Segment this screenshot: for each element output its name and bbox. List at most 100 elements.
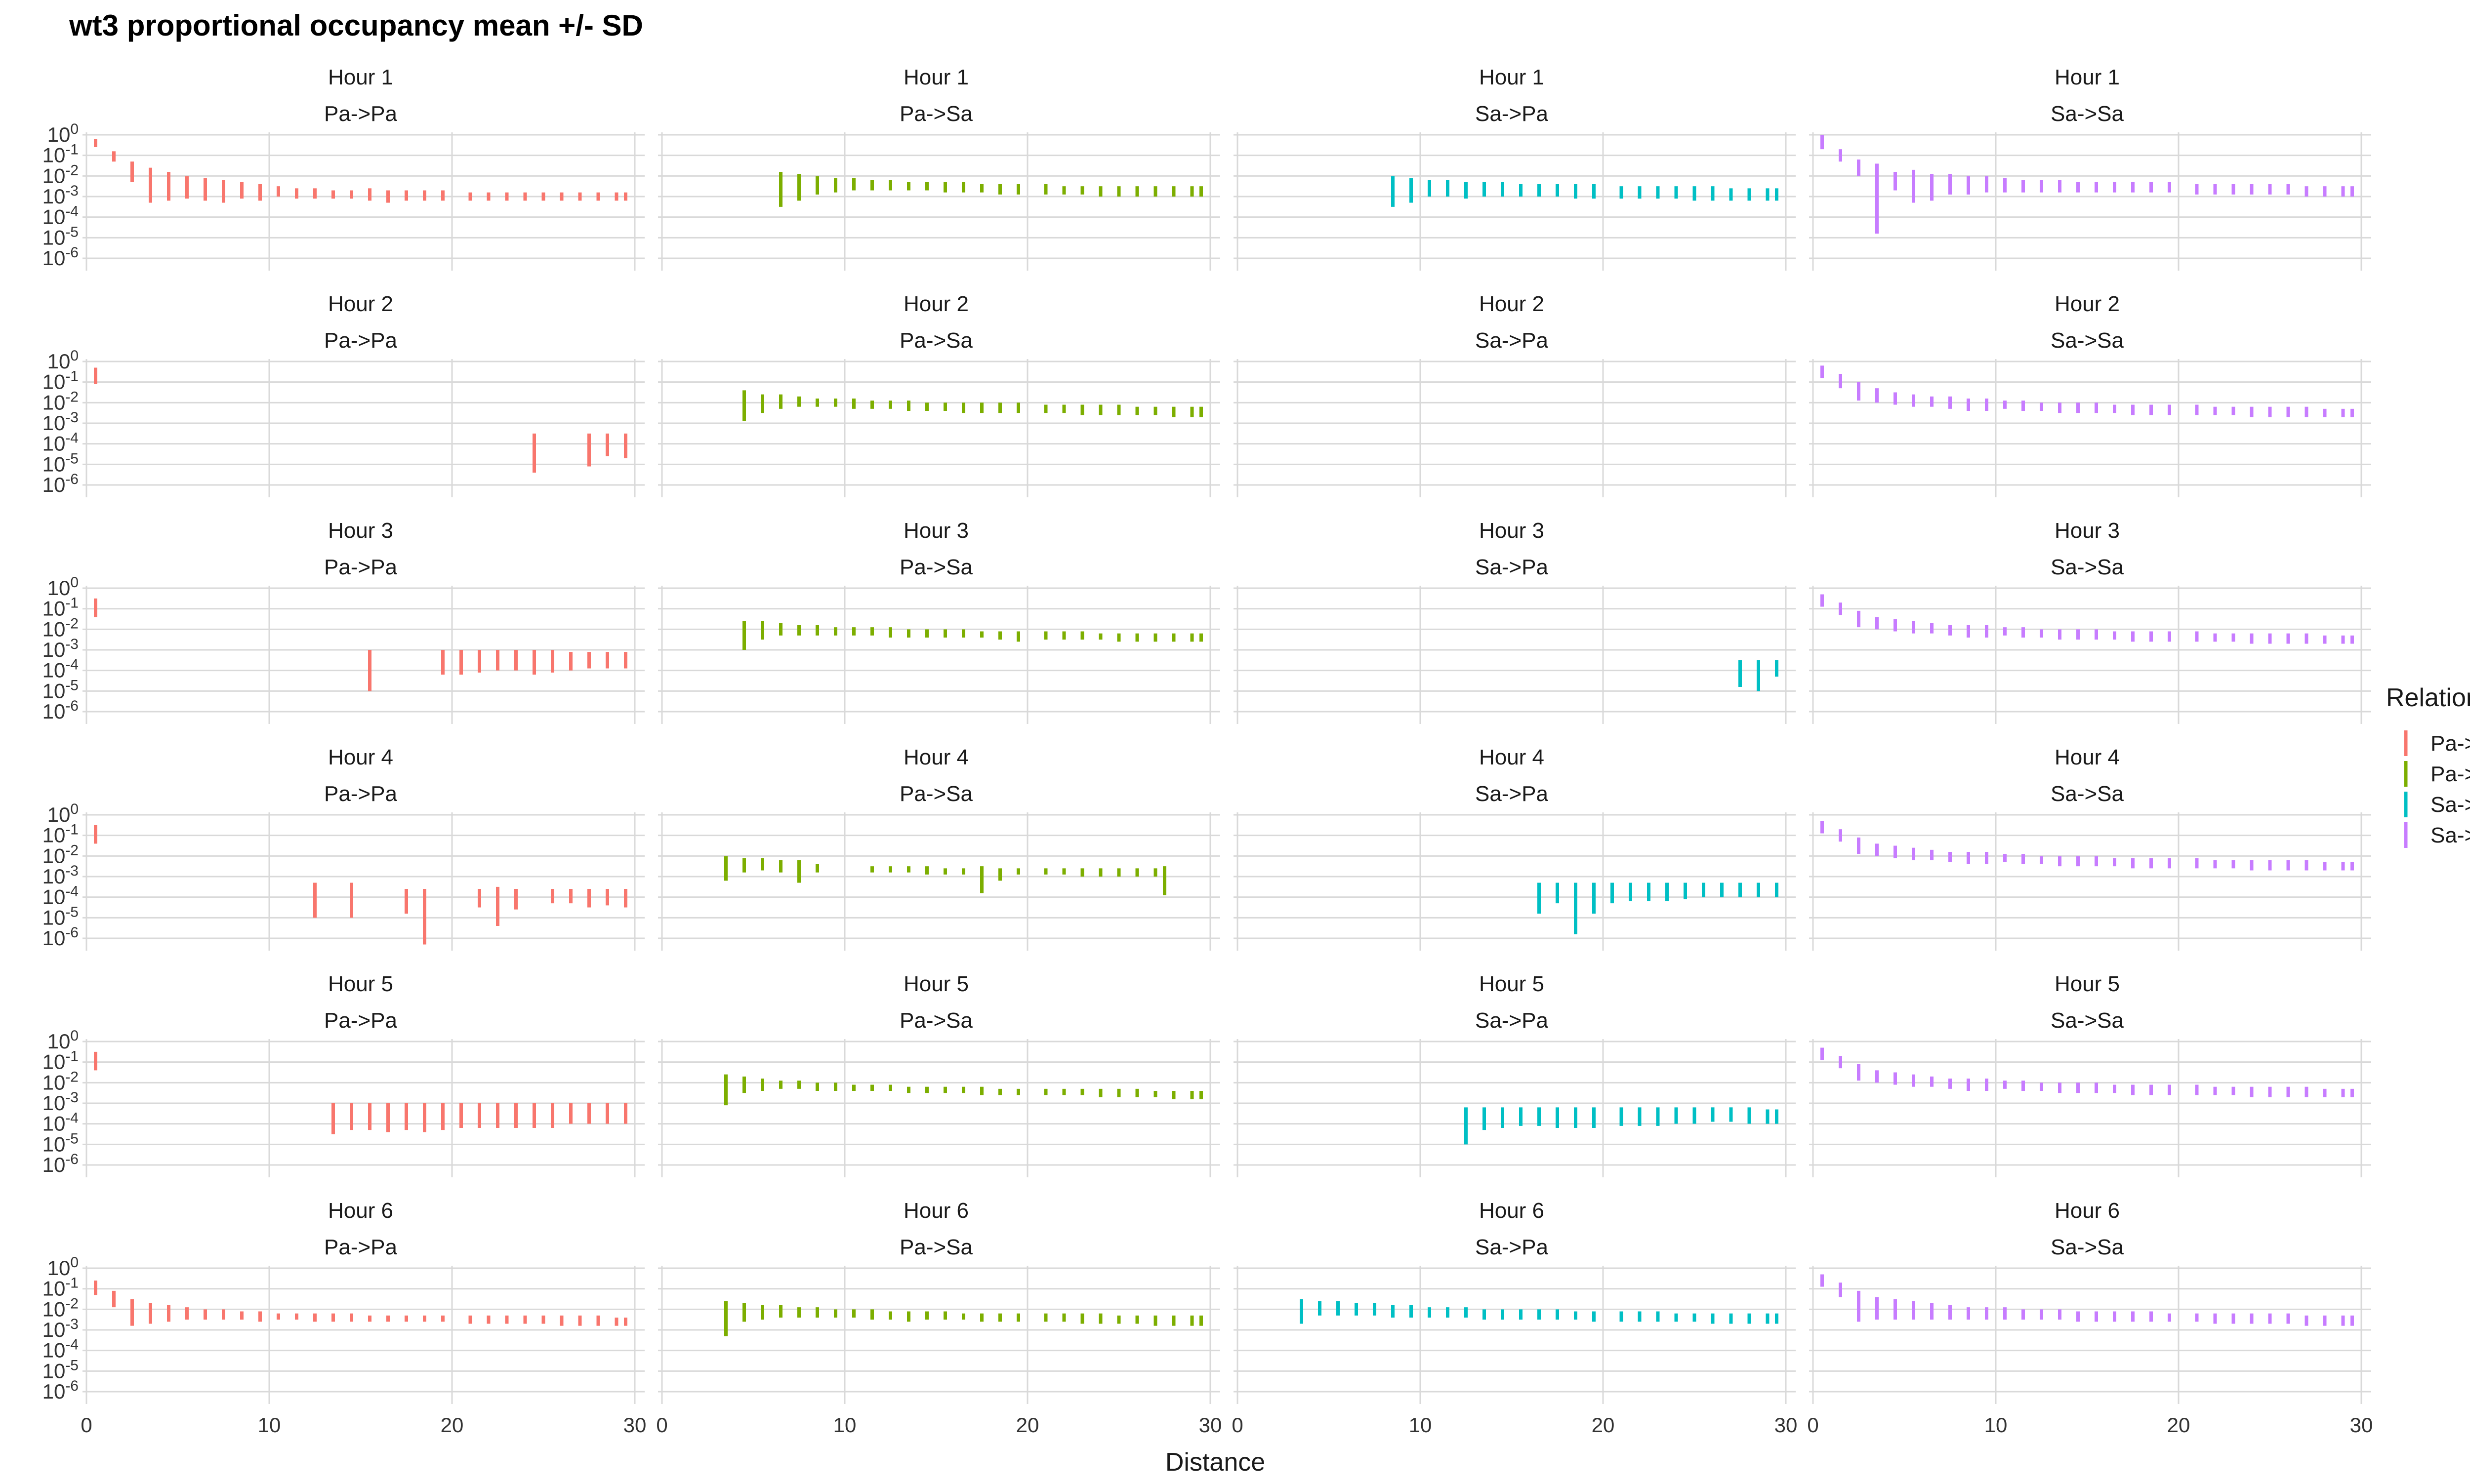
strip-label-relation: Pa->Pa <box>324 102 398 126</box>
y-tick-label: 10-2 <box>42 389 79 414</box>
strip-label-hour: Hour 5 <box>1479 972 1544 996</box>
y-tick-label: 10-2 <box>42 1069 79 1094</box>
panel-hour-3-pa-to-sa: Hour 3 Pa->Sa <box>658 519 1220 724</box>
y-tick-label: 10-1 <box>42 822 79 847</box>
x-tick-label: 0 <box>1807 1413 1818 1437</box>
y-tick-label: 10-5 <box>42 904 79 929</box>
x-tick-label: 10 <box>1409 1413 1432 1437</box>
legend-entry: Pa->Sa <box>2404 761 2470 787</box>
y-tick-label: 100 <box>47 574 79 600</box>
y-tick-label: 10-6 <box>42 1378 79 1403</box>
strip-label-relation: Pa->Sa <box>900 782 973 806</box>
strip-label-hour: Hour 3 <box>904 519 969 543</box>
y-tick-label: 100 <box>47 348 79 373</box>
strip-label-relation: Pa->Sa <box>900 102 973 126</box>
legend-entry: Pa->Pa <box>2404 730 2470 756</box>
legend-label: Pa->Sa <box>2430 762 2470 786</box>
panel-hour-1-sa-to-sa: Hour 1 Sa->Sa <box>1809 65 2371 271</box>
panel-hour-2-sa-to-sa: Hour 2 Sa->Sa <box>1809 292 2371 497</box>
x-tick-label: 30 <box>2350 1413 2373 1437</box>
strip-label-hour: Hour 4 <box>904 745 969 769</box>
strip-label-hour: Hour 6 <box>904 1199 969 1223</box>
y-tick-label: 10-3 <box>42 863 79 888</box>
panel-hour-6-pa-to-sa: Hour 6 Pa->Sa 0 10 20 30 <box>656 1199 1222 1437</box>
panel-hour-1-pa-to-sa: Hour 1 Pa->Sa <box>658 65 1220 271</box>
strip-label-relation: Pa->Sa <box>900 555 973 579</box>
strip-label-hour: Hour 3 <box>328 519 393 543</box>
strip-label-relation: Sa->Sa <box>2051 1008 2124 1033</box>
x-tick-label: 20 <box>2167 1413 2190 1437</box>
y-tick-label: 10-4 <box>42 1337 79 1362</box>
x-tick-label: 0 <box>81 1413 92 1437</box>
y-tick-label: 100 <box>47 1254 79 1280</box>
strip-label-relation: Sa->Pa <box>1475 782 1549 806</box>
strip-label-relation: Pa->Sa <box>900 1008 973 1033</box>
legend-label: Sa->Sa <box>2430 823 2470 847</box>
y-tick-label: 10-4 <box>42 657 79 682</box>
strip-label-hour: Hour 5 <box>904 972 969 996</box>
y-tick-label: 10-4 <box>42 1110 79 1135</box>
strip-label-hour: Hour 4 <box>1479 745 1544 769</box>
x-tick-label: 20 <box>1016 1413 1039 1437</box>
strip-label-relation: Pa->Sa <box>900 328 973 353</box>
panel-hour-3-sa-to-pa: Hour 3 Sa->Pa <box>1234 519 1796 724</box>
y-tick-label: 10-5 <box>42 450 79 476</box>
strip-label-hour: Hour 2 <box>2055 292 2120 316</box>
legend-label: Sa->Pa <box>2430 793 2470 817</box>
strip-label-relation: Sa->Sa <box>2051 1235 2124 1259</box>
strip-label-relation: Pa->Pa <box>324 782 398 806</box>
strip-label-hour: Hour 2 <box>904 292 969 316</box>
strip-label-relation: Sa->Pa <box>1475 328 1549 353</box>
panel-hour-6-pa-to-pa: Hour 6 Pa->Pa 10010-110-210-310-410-510-60… <box>42 1199 647 1437</box>
x-tick-label: 30 <box>1774 1413 1798 1437</box>
y-tick-label: 10-6 <box>42 471 79 496</box>
y-tick-label: 10-4 <box>42 430 79 455</box>
y-tick-label: 10-3 <box>42 636 79 661</box>
x-tick-label: 20 <box>1592 1413 1615 1437</box>
facet-panels: Hour 1Pa->Pa10010-110-210-310-410-510-6H… <box>42 65 2373 1437</box>
panel-hour-6-sa-to-sa: Hour 6 Sa->Sa 0 10 20 30 <box>1807 1199 2373 1437</box>
strip-label-hour: Hour 6 <box>1479 1199 1544 1223</box>
chart-title: wt3 proportional occupancy mean +/- SD <box>69 9 643 42</box>
y-tick-label: 10-1 <box>42 1048 79 1074</box>
strip-label-hour: Hour 2 <box>328 292 393 316</box>
y-tick-label: 10-3 <box>42 1316 79 1341</box>
strip-label-hour: Hour 3 <box>2055 519 2120 543</box>
y-tick-label: 10-1 <box>42 595 79 620</box>
y-tick-label: 10-5 <box>42 677 79 702</box>
x-tick-label: 30 <box>1199 1413 1222 1437</box>
y-tick-label: 10-5 <box>42 224 79 249</box>
y-tick-label: 10-4 <box>42 203 79 229</box>
x-tick-label: 10 <box>258 1413 281 1437</box>
strip-label-relation: Pa->Pa <box>324 1235 398 1259</box>
strip-label-relation: Sa->Pa <box>1475 1235 1549 1259</box>
strip-label-relation: Sa->Pa <box>1475 102 1549 126</box>
x-axis-label: Distance <box>1165 1448 1265 1477</box>
y-tick-label: 10-2 <box>42 1295 79 1321</box>
strip-label-relation: Sa->Sa <box>2051 102 2124 126</box>
strip-label-hour: Hour 5 <box>2055 972 2120 996</box>
y-tick-label: 10-5 <box>42 1357 79 1382</box>
panel-hour-4-sa-to-pa: Hour 4 Sa->Pa <box>1234 745 1796 951</box>
strip-label-hour: Hour 2 <box>1479 292 1544 316</box>
y-tick-label: 10-2 <box>42 842 79 867</box>
x-tick-label: 10 <box>1984 1413 2008 1437</box>
y-tick-label: 10-1 <box>42 368 79 394</box>
strip-label-relation: Pa->Pa <box>324 1008 398 1033</box>
y-tick-label: 10-2 <box>42 162 79 187</box>
y-tick-label: 10-6 <box>42 1151 79 1176</box>
strip-label-hour: Hour 1 <box>904 65 969 89</box>
strip-label-relation: Pa->Pa <box>324 328 398 353</box>
legend-entry: Sa->Pa <box>2404 792 2470 817</box>
strip-label-hour: Hour 1 <box>1479 65 1544 89</box>
panel-hour-5-sa-to-pa: Hour 5 Sa->Pa <box>1234 972 1796 1177</box>
strip-label-hour: Hour 1 <box>2055 65 2120 89</box>
y-tick-label: 10-5 <box>42 1130 79 1156</box>
strip-label-relation: Sa->Sa <box>2051 782 2124 806</box>
